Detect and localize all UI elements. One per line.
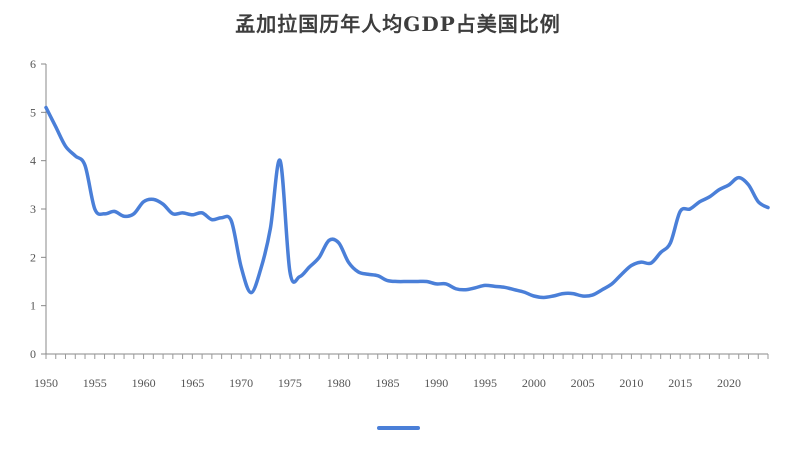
y-tick-label: 2 <box>30 250 36 264</box>
chart-title: 孟加拉国历年人均GDP占美国比例 <box>235 12 561 36</box>
x-tick-label: 1950 <box>34 376 58 390</box>
x-tick-label: 1970 <box>229 376 253 390</box>
y-tick-label: 1 <box>30 299 36 313</box>
x-tick-label: 1980 <box>327 376 351 390</box>
y-axis <box>41 63 47 355</box>
x-tick-label: 1955 <box>83 376 107 390</box>
series-line <box>44 105 770 300</box>
x-tick-labels: 1950 1955 1960 1965 1970 1975 1980 1985 1990 1995… <box>34 376 741 390</box>
y-tick-label: 3 <box>30 202 36 216</box>
x-tick-label: 2000 <box>522 376 546 390</box>
y-tick-label: 6 <box>30 57 36 71</box>
y-tick-labels: 0 1 2 3 4 5 6 <box>30 57 36 361</box>
y-tick-label: 5 <box>30 105 36 119</box>
x-axis <box>45 353 769 359</box>
x-tick-label: 1985 <box>375 376 399 390</box>
data-series <box>44 105 770 300</box>
y-tick-label: 4 <box>30 154 36 168</box>
x-tick-label: 2005 <box>571 376 595 390</box>
x-tick-label: 1975 <box>278 376 302 390</box>
x-tick-label: 2015 <box>668 376 692 390</box>
x-tick-label: 1990 <box>424 376 448 390</box>
x-tick-label: 1960 <box>132 376 156 390</box>
x-tick-label: 2010 <box>619 376 643 390</box>
x-tick-label: 1965 <box>180 376 204 390</box>
x-tick-label: 1995 <box>473 376 497 390</box>
y-tick-label: 0 <box>30 347 36 361</box>
x-tick-label: 2020 <box>717 376 741 390</box>
